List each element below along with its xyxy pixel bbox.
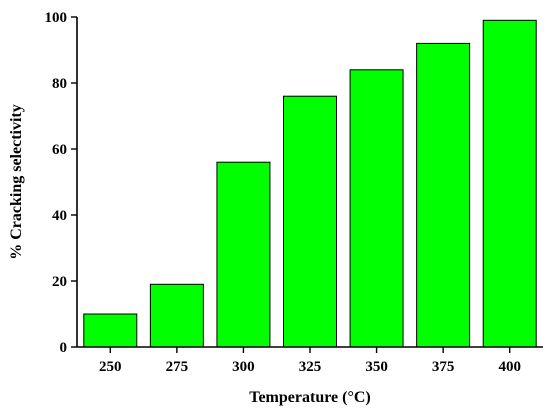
bar-300 <box>216 161 271 348</box>
bar-325 <box>283 95 337 348</box>
x-tick-label: 300 <box>232 359 255 375</box>
x-tick-label: 250 <box>99 359 122 375</box>
x-tick-label: 350 <box>365 359 388 375</box>
x-tick-label: 400 <box>498 359 521 375</box>
bar-400 <box>482 19 537 348</box>
bars-group <box>83 19 537 348</box>
bar-375 <box>416 42 471 348</box>
bar-275 <box>149 283 204 348</box>
y-tick-label: 0 <box>60 340 68 356</box>
y-tick-label: 100 <box>45 10 68 26</box>
y-tick-label: 20 <box>52 274 67 290</box>
y-tick-label: 80 <box>52 76 67 92</box>
y-axis-label: % Cracking selectivity <box>8 104 25 260</box>
x-tick-label: 325 <box>299 359 322 375</box>
ticks-group: 0 20 40 60 80 100 250 275 300 325 350 375 400 <box>45 10 521 375</box>
x-tick-label: 275 <box>166 359 189 375</box>
x-axis-label: Temperature (°C) <box>249 389 370 406</box>
y-tick-label: 60 <box>52 142 67 158</box>
y-tick-label: 40 <box>52 208 67 224</box>
x-tick-label: 375 <box>432 359 455 375</box>
bar-350 <box>349 69 404 348</box>
bar-250 <box>83 313 138 348</box>
